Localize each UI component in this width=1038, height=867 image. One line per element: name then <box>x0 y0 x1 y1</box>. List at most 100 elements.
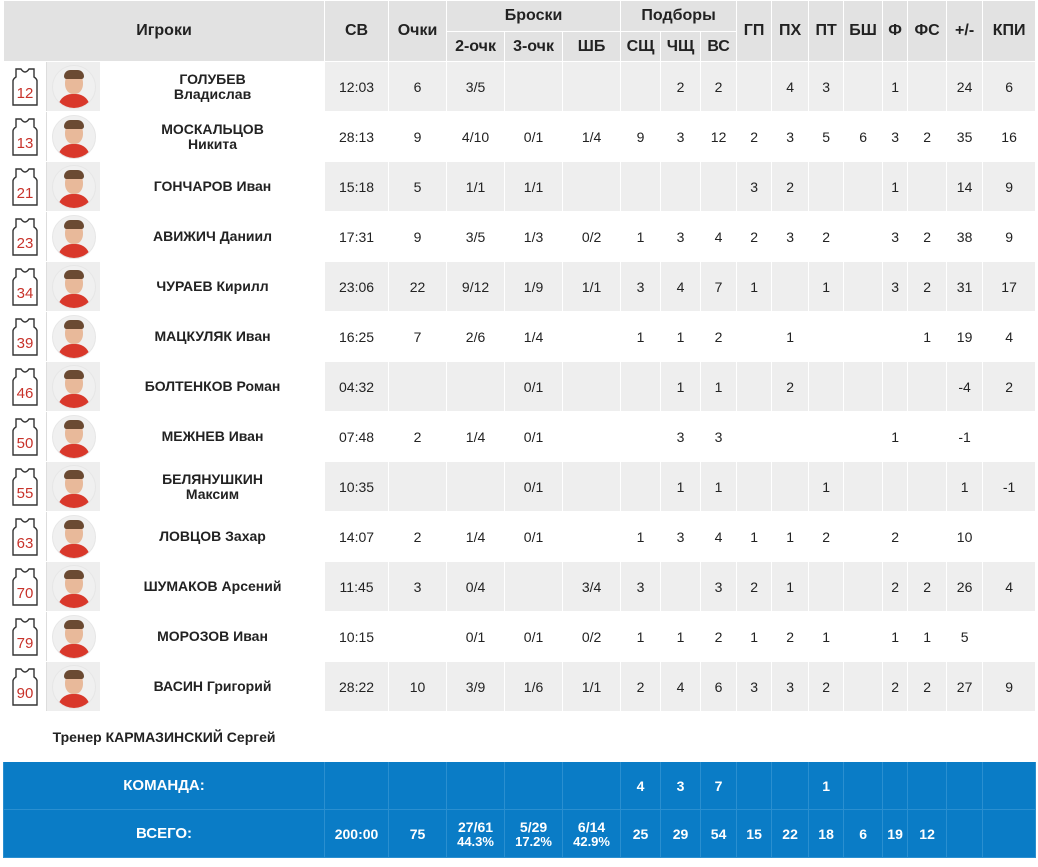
player-pt: 2 <box>808 511 845 562</box>
player-name[interactable]: МОРОЗОВ Иван <box>99 611 326 662</box>
player-three-point: 0/1 <box>504 361 564 412</box>
avatar <box>51 364 96 409</box>
player-fs <box>907 411 948 462</box>
player-offensive-reb <box>620 461 662 512</box>
player-row[interactable]: 46 БОЛТЕНКОВ Роман 04:32 0/1 1 1 2 -4 2 <box>3 361 1037 412</box>
player-free-throws <box>562 311 622 362</box>
header-plus-minus: +/- <box>946 0 984 62</box>
player-row[interactable]: 70 ШУМАКОВ Арсений 11:45 3 0/4 3/4 3 3 2 1 2 2 26 4 <box>3 561 1037 612</box>
header-pt: ПТ <box>808 0 845 62</box>
jersey-icon: 50 <box>3 411 47 462</box>
player-name[interactable]: ГОНЧАРОВ Иван <box>99 161 326 212</box>
player-ph <box>771 261 810 312</box>
player-two-point: 2/6 <box>446 311 506 362</box>
header-fs: ФС <box>907 0 948 62</box>
player-plus-minus: 31 <box>946 261 984 312</box>
player-name[interactable]: ЧУРАЕВ Кирилл <box>99 261 326 312</box>
player-f: 2 <box>882 511 909 562</box>
player-name[interactable]: ВАСИН Григорий <box>99 661 326 712</box>
player-name[interactable]: ГОЛУБЕВ Владислав <box>99 61 326 112</box>
player-free-throws <box>562 361 622 412</box>
player-three-point <box>504 61 564 112</box>
player-name[interactable]: МЕЖНЕВ Иван <box>99 411 326 462</box>
player-pt <box>808 361 845 412</box>
header-f: Ф <box>882 0 909 62</box>
player-row[interactable]: 13 МОСКАЛЬЦОВ Никита 28:13 9 4/10 0/1 1/4 9 3 12 2 3… <box>3 111 1037 162</box>
player-name[interactable]: МОСКАЛЬЦОВ Никита <box>99 111 326 162</box>
player-plus-minus: 24 <box>946 61 984 112</box>
player-offensive-reb <box>620 411 662 462</box>
player-row[interactable]: 34 ЧУРАЕВ Кирилл 23:06 22 9/12 1/9 1/1 3 4 7 1 1 3 2 3… <box>3 261 1037 312</box>
player-defensive-reb: 3 <box>660 411 702 462</box>
header-sv: СВ <box>324 0 390 62</box>
player-offensive-reb: 1 <box>620 611 662 662</box>
player-fs: 2 <box>907 561 948 612</box>
player-total-reb: 12 <box>700 111 738 162</box>
player-pt: 1 <box>808 461 845 512</box>
svg-text:46: 46 <box>17 385 34 402</box>
player-name[interactable]: МАЦКУЛЯК Иван <box>99 311 326 362</box>
player-two-point: 1/4 <box>446 511 506 562</box>
player-row[interactable]: 79 МОРОЗОВ Иван 10:15 0/1 0/1 0/2 1 1 2 1 2 1 1 1 5 <box>3 611 1037 662</box>
player-sv: 11:45 <box>324 561 390 612</box>
total-bsh: 6 <box>843 809 884 858</box>
header-players: Игроки <box>2 0 326 62</box>
player-gp: 3 <box>736 661 773 712</box>
svg-text:13: 13 <box>17 135 34 152</box>
player-name[interactable]: ЛОВЦОВ Захар <box>99 511 326 562</box>
player-name[interactable]: БЕЛЯНУШКИН Максим <box>99 461 326 512</box>
player-sv: 10:35 <box>324 461 390 512</box>
player-sv: 28:13 <box>324 111 390 162</box>
player-row[interactable]: 90 ВАСИН Григорий 28:22 10 3/9 1/6 1/1 2 4 6 3 3 2 2 2… <box>3 661 1037 712</box>
header-three-point: 3-очк <box>504 31 564 62</box>
player-free-throws: 1/4 <box>562 111 622 162</box>
avatar <box>51 164 96 209</box>
player-defensive-reb <box>660 161 702 212</box>
player-sv: 23:06 <box>324 261 390 312</box>
player-kpi <box>982 511 1037 562</box>
player-offensive-reb: 9 <box>620 111 662 162</box>
player-row[interactable]: 12 ГОЛУБЕВ Владислав 12:03 6 3/5 2 2 4 3 1 24 6 <box>3 61 1037 112</box>
player-row[interactable]: 63 ЛОВЦОВ Захар 14:07 2 1/4 0/1 1 3 4 1 1 2 2 10 <box>3 511 1037 562</box>
player-bsh <box>843 661 884 712</box>
team-row: КОМАНДА: 4 3 7 1 <box>2 761 1037 810</box>
player-free-throws: 0/2 <box>562 611 622 662</box>
player-row[interactable]: 21 ГОНЧАРОВ Иван 15:18 5 1/1 1/1 3 2 1 14 9 <box>3 161 1037 212</box>
player-kpi: 16 <box>982 111 1037 162</box>
player-row[interactable]: 23 АВИЖИЧ Даниил 17:31 9 3/5 1/3 0/2 1 3 4 2 3 2 3 2 38… <box>3 211 1037 262</box>
svg-text:39: 39 <box>17 335 34 352</box>
player-pt <box>808 561 845 612</box>
player-two-point: 0/1 <box>446 611 506 662</box>
player-gp <box>736 61 773 112</box>
coach-name: Тренер КАРМАЗИНСКИЙ Сергей <box>2 711 326 762</box>
player-three-point: 1/3 <box>504 211 564 262</box>
player-total-reb: 2 <box>700 611 738 662</box>
player-defensive-reb <box>660 561 702 612</box>
player-total-reb: 3 <box>700 411 738 462</box>
header-free-throws: ШБ <box>562 31 622 62</box>
player-row[interactable]: 39 МАЦКУЛЯК Иван 16:25 7 2/6 1/4 1 1 2 1 1 19 4 <box>3 311 1037 362</box>
player-row[interactable]: 50 МЕЖНЕВ Иван 07:48 2 1/4 0/1 3 3 1 -1 <box>3 411 1037 462</box>
player-fs: 2 <box>907 111 948 162</box>
player-name[interactable]: БОЛТЕНКОВ Роман <box>99 361 326 412</box>
player-points: 10 <box>388 661 448 712</box>
player-row[interactable]: 55 БЕЛЯНУШКИН Максим 10:35 0/1 1 1 1 1 -1 <box>3 461 1037 512</box>
player-gp <box>736 311 773 362</box>
player-three-point: 0/1 <box>504 111 564 162</box>
player-defensive-reb: 1 <box>660 611 702 662</box>
player-plus-minus: -1 <box>946 411 984 462</box>
player-offensive-reb: 1 <box>620 211 662 262</box>
player-defensive-reb: 1 <box>660 361 702 412</box>
header-kpi: КПИ <box>982 0 1037 62</box>
player-ph: 1 <box>771 311 810 362</box>
player-name[interactable]: ШУМАКОВ Арсений <box>99 561 326 612</box>
player-points <box>388 611 448 662</box>
player-points: 5 <box>388 161 448 212</box>
total-fs: 12 <box>907 809 948 858</box>
header-rebounds: Подборы <box>620 0 738 32</box>
player-defensive-reb: 4 <box>660 261 702 312</box>
player-name[interactable]: АВИЖИЧ Даниил <box>99 211 326 262</box>
player-pt: 5 <box>808 111 845 162</box>
header-ph: ПХ <box>771 0 810 62</box>
player-kpi: 9 <box>982 211 1037 262</box>
